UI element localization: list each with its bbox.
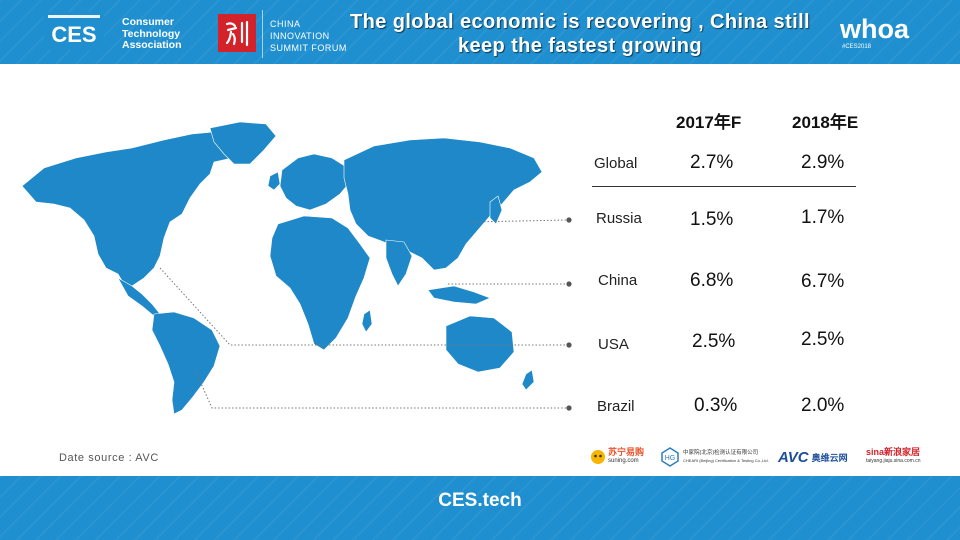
column-header-2018: 2018年E [792, 113, 859, 132]
avc-text: AVC [778, 448, 809, 466]
whoa-tag: #CES2018 [842, 44, 872, 50]
data-source-note: Date source : AVC [59, 452, 159, 464]
cheari-logo: HG 中家院(北京)检测认证有限公司 CHEARI (Beijing) Cert… [660, 442, 769, 472]
suning-name: 苏宁易购 [608, 447, 645, 457]
cif-line: INNOVATION [270, 31, 330, 41]
cheari-name: 中家院(北京)检测认证有限公司 [683, 450, 759, 456]
row-label-brazil: Brazil [597, 398, 635, 415]
new-zealand-shape [521, 369, 535, 391]
suning-logo: 苏宁易购 suning.com [590, 442, 644, 472]
world-map [21, 121, 543, 415]
connector-dot [566, 342, 572, 348]
title-line: The global economic is recovering , Chin… [349, 11, 810, 33]
suning-sub: suning.com [608, 458, 639, 464]
value-global-2017: 2.7% [690, 152, 734, 173]
suning-icon [591, 450, 605, 464]
europe-shape [279, 153, 351, 211]
sponsor-logos: 苏宁易购 suning.com HG 中家院(北京)检测认证有限公司 CHEAR… [590, 442, 950, 472]
value-brazil-2018: 2.0% [801, 395, 845, 416]
indonesia-shape [427, 285, 491, 305]
australia-shape [445, 315, 515, 373]
china-innovation-seal-logo [218, 14, 256, 52]
south-america-shape [151, 311, 221, 415]
value-russia-2017: 1.5% [690, 209, 734, 230]
footer-band: CES.tech [0, 476, 960, 540]
greenland-shape [209, 121, 277, 165]
north-america-shape [21, 131, 245, 287]
ces-org-line: Association [122, 39, 182, 51]
value-global-2018: 2.9% [801, 152, 845, 173]
summit-forum-text: CHINA INNOVATION SUMMIT FORUM [270, 18, 347, 54]
header-divider [262, 10, 263, 58]
connector-dot [566, 405, 572, 411]
whoa-logo: whoa #CES2018 [840, 14, 910, 50]
title-line: keep the fastest growing [457, 35, 703, 57]
madagascar-shape [361, 309, 373, 333]
column-header-2017: 2017年F [676, 113, 742, 132]
header-band: CES Consumer Technology Association CHIN… [0, 0, 960, 64]
japan-shape [489, 195, 503, 225]
africa-shape [269, 215, 371, 351]
asia-shape [343, 137, 543, 271]
sina-name: sina新浪家居 [866, 447, 921, 457]
value-brazil-2017: 0.3% [694, 395, 738, 416]
avc-cn-text: 奥维云网 [811, 452, 848, 463]
row-label-china: China [598, 272, 638, 289]
value-usa-2017: 2.5% [692, 331, 736, 352]
ces-logo: CES [44, 12, 104, 50]
table-rule [592, 186, 856, 187]
row-label-russia: Russia [596, 210, 642, 227]
sina-logo: sina新浪家居 taiyang.jiaju.sina.com.cn [866, 442, 920, 472]
sina-sub: taiyang.jiaju.sina.com.cn [866, 458, 921, 464]
slide-title: The global economic is recovering , Chin… [330, 10, 830, 58]
row-label-usa: USA [598, 336, 629, 353]
connector-dot [566, 217, 572, 223]
ces-org-line: Consumer [122, 16, 174, 28]
whoa-logo-text: whoa [840, 14, 910, 44]
value-china-2017: 6.8% [690, 270, 734, 291]
ces-org-name: Consumer Technology Association [122, 16, 182, 52]
svg-text:HG: HG [665, 455, 676, 462]
cif-line: CHINA [270, 19, 301, 29]
cif-line: SUMMIT FORUM [270, 43, 347, 53]
footer-url: CES.tech [438, 490, 522, 511]
value-china-2018: 6.7% [801, 271, 845, 292]
value-usa-2018: 2.5% [801, 329, 845, 350]
connector-dot [566, 281, 572, 287]
central-america-shape [117, 277, 161, 317]
value-russia-2018: 1.7% [801, 207, 845, 228]
cheari-icon: HG [661, 447, 679, 467]
row-label-global: Global [594, 155, 638, 172]
uk-shape [267, 171, 281, 191]
ces-logo-text: CES [51, 22, 96, 47]
cheari-sub: CHEARI (Beijing) Certification & Testing… [683, 458, 769, 463]
ces-org-line: Technology [122, 27, 181, 40]
avc-logo: AVC 奥维云网 [778, 442, 848, 472]
